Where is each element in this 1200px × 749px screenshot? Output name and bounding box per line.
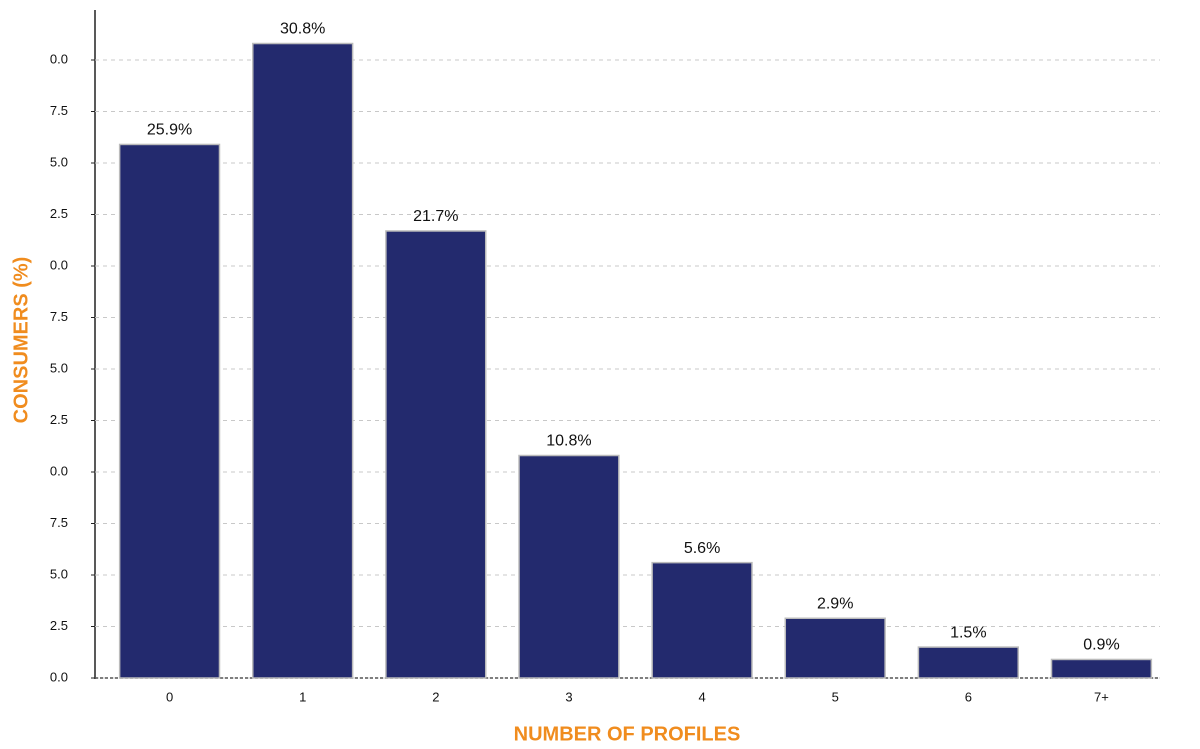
data-label: 5.6% [684, 540, 720, 557]
bar [651, 561, 753, 679]
x-tick-label: 2 [432, 689, 439, 704]
y-tick-label: 0.0 [50, 669, 68, 684]
y-tick-labels: 0.0 2.5 5.0 7.5 10.0 12.5 15.0 17.5 20.0 22.5 25.0… [43, 51, 68, 684]
bar [917, 646, 1019, 679]
data-label: 25.9% [147, 122, 192, 139]
y-tick-label: 2.5 [50, 618, 68, 633]
y-tick-label: 22.5 [43, 206, 68, 221]
y-tick-label: 5.0 [50, 566, 68, 581]
bar [118, 143, 221, 679]
y-tick-label: 12.5 [43, 412, 68, 427]
x-tick-label: 4 [698, 689, 705, 704]
y-tick-label: 7.5 [50, 515, 68, 530]
data-label: 1.5% [950, 624, 986, 641]
y-tick-label: 30.0 [43, 51, 68, 66]
y-tick-label: 25.0 [43, 154, 68, 169]
data-label: 21.7% [413, 208, 458, 225]
x-tick-label: 3 [565, 689, 572, 704]
bar [252, 42, 354, 679]
data-label: 30.8% [280, 21, 325, 38]
data-label: 0.9% [1083, 637, 1119, 654]
bar [518, 454, 620, 679]
x-tick-label: 7+ [1094, 689, 1109, 704]
y-tick-label: 27.5 [43, 103, 68, 118]
x-tick-label: 6 [965, 689, 972, 704]
y-axis-title: CONSUMERS (%) [10, 257, 32, 424]
x-tick-label: 5 [832, 689, 839, 704]
y-tick-label: 15.0 [43, 360, 68, 375]
y-tick-label: 20.0 [43, 257, 68, 272]
y-tick-label: 10.0 [43, 463, 68, 478]
bar [1050, 658, 1153, 679]
data-label: 2.9% [817, 595, 853, 612]
data-label: 10.8% [546, 433, 591, 450]
bar [784, 617, 886, 679]
x-tick-label: 1 [299, 689, 306, 704]
x-tick-label: 0 [166, 689, 173, 704]
x-axis-title: NUMBER OF PROFILES [514, 723, 741, 745]
y-tick-label: 17.5 [43, 309, 68, 324]
bar [385, 230, 487, 679]
